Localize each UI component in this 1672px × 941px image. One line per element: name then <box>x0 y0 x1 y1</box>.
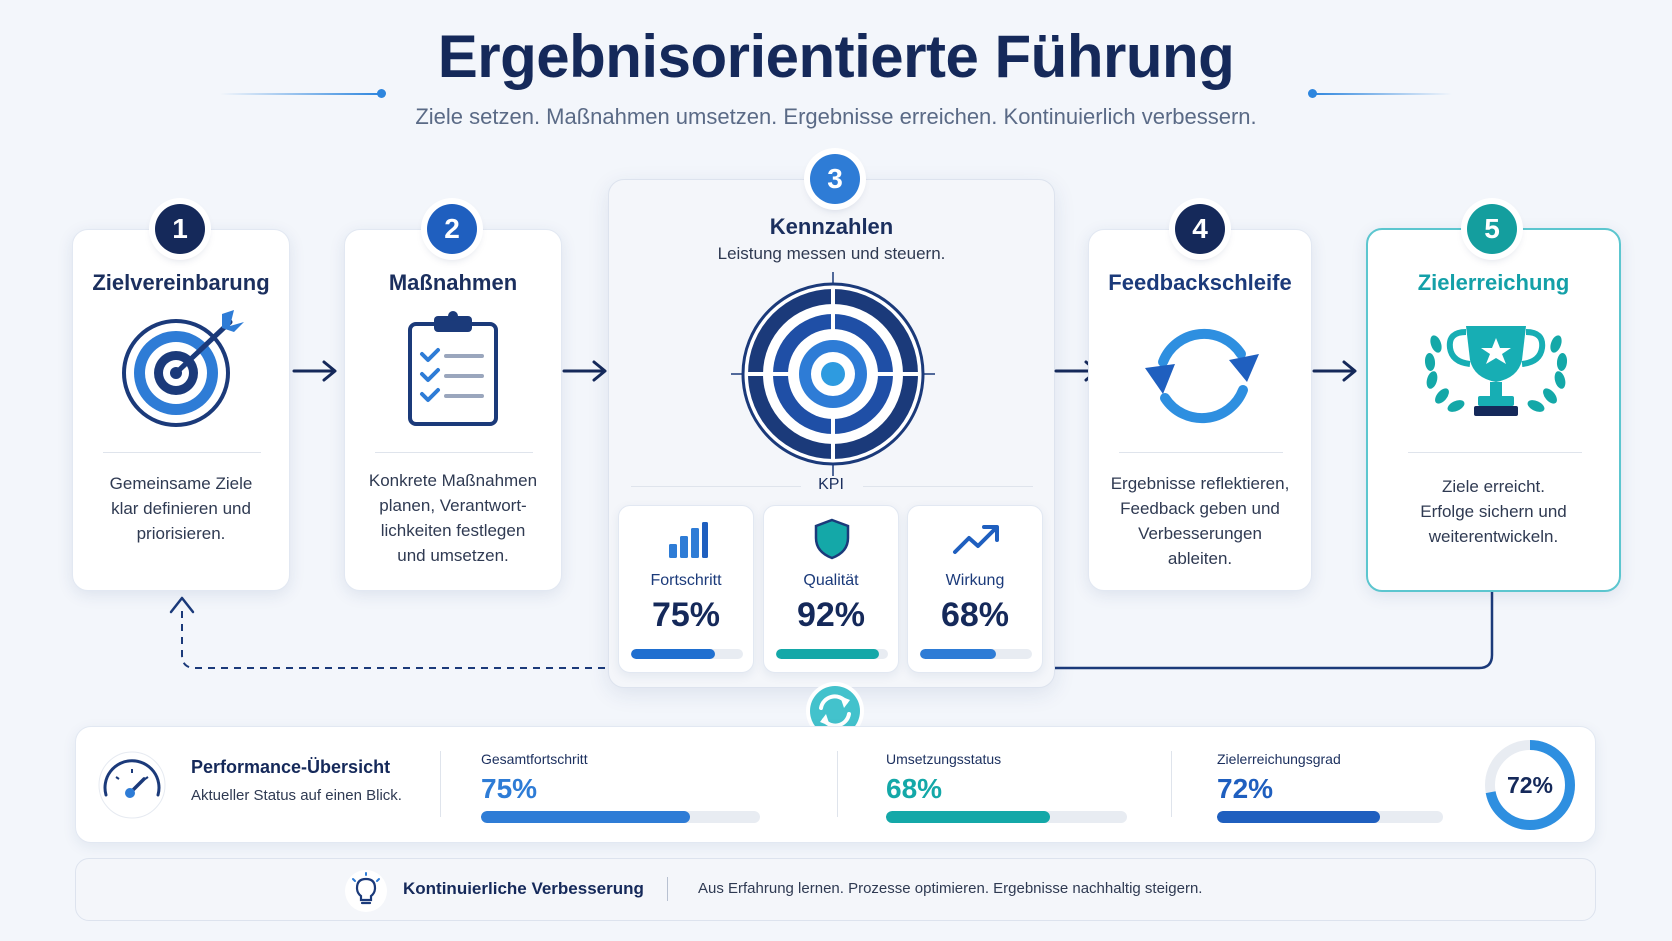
progress-ring: 72% <box>1485 740 1575 830</box>
step-title: Zielerreichung <box>1417 270 1570 295</box>
progress-ring-value: 72% <box>1507 772 1553 798</box>
gauge-icon <box>98 751 166 819</box>
kpi-progress-track <box>920 649 1032 659</box>
performance-panel: Performance-Übersicht Aktueller Status a… <box>75 726 1596 843</box>
card-divider <box>1408 452 1582 453</box>
bar-chart-icon <box>669 522 708 558</box>
kpi-value: 68% <box>940 596 1010 634</box>
kpi-card-fortschritt[interactable]: Fortschritt 75% <box>618 505 754 673</box>
step-description: Ergebnisse reflektieren, Feedback geben u… <box>1110 474 1290 568</box>
metric-progress-track <box>886 811 1127 823</box>
step-card-zielvereinbarung[interactable]: Zielvereinbarung Gemeinsame Ziele klar de… <box>72 229 290 591</box>
metric-value-gesamtfortschritt: 75% <box>481 773 538 804</box>
bullseye-icon <box>731 272 935 476</box>
step-badge-3: 3 <box>810 154 860 204</box>
page-title: Ergebnisorientierte Führung <box>437 23 1235 90</box>
card-divider <box>103 452 261 453</box>
performance-subtitle: Aktueller Status auf einen Blick. <box>191 787 402 804</box>
kpi-label: KPI <box>818 476 844 493</box>
metric-label-umsetzungsstatus: Umsetzungsstatus <box>886 751 1002 767</box>
kpi-progress-fill <box>776 649 880 659</box>
kpi-progress-track <box>776 649 888 659</box>
step-title: Feedbackschleife <box>1108 270 1292 295</box>
metric-progress-fill <box>886 811 1050 823</box>
card-divider <box>1119 452 1283 453</box>
card-divider <box>375 452 533 453</box>
step-subtitle: Leistung messen und steuern. <box>717 244 946 263</box>
metric-label-zielerreichungsgrad: Zielerreichungsgrad <box>1217 751 1341 767</box>
bar-divider <box>667 877 668 901</box>
step-card-zielerreichung[interactable]: Zielerreichung Ziele erreicht. Erfolge si… <box>1366 228 1621 592</box>
kpi-value: 92% <box>796 596 866 634</box>
kpi-name: Wirkung <box>945 572 1005 589</box>
feedback-arrowhead <box>169 596 195 614</box>
kpi-card-wirkung[interactable]: Wirkung 68% <box>907 505 1043 673</box>
lightbulb-icon <box>345 870 387 912</box>
result-return-path <box>1050 592 1494 670</box>
trophy-icon <box>1424 326 1568 416</box>
kpi-card-qualitaet[interactable]: Qualität 92% <box>763 505 899 673</box>
step-description: Gemeinsame Ziele klar definieren und prior… <box>109 474 253 543</box>
step-badge-2: 2 <box>427 204 477 254</box>
step-card-feedbackschleife[interactable]: Feedbackschleife Ergebnisse reflektieren… <box>1088 229 1312 591</box>
kpi-divider-right <box>863 486 1033 487</box>
step-card-massnahmen[interactable]: Maßnahmen Konkrete Maßnahmen planen, Vera… <box>344 229 562 591</box>
panel-divider <box>837 751 838 817</box>
kpi-progress-track <box>631 649 743 659</box>
step-title: Maßnahmen <box>388 270 518 295</box>
kpi-progress-fill <box>631 649 715 659</box>
page-subtitle: Ziele setzen. Maßnahmen umsetzen. Ergebn… <box>415 104 1257 129</box>
kpi-name: Qualität <box>803 572 859 589</box>
metric-progress-track <box>481 811 760 823</box>
step-badge-5: 5 <box>1467 204 1517 254</box>
metric-label-gesamtfortschritt: Gesamtfortschritt <box>481 751 588 767</box>
step-description: Ziele erreicht. Erfolge sichern und weiter… <box>1420 477 1567 546</box>
target-arrow-icon <box>122 310 244 427</box>
metric-progress-fill <box>1217 811 1380 823</box>
improvement-bar: Kontinuierliche Verbesserung Aus Erfahru… <box>75 858 1596 921</box>
kpi-value: 75% <box>651 596 721 634</box>
kpi-divider-left <box>631 486 801 487</box>
kpi-name: Fortschritt <box>650 572 722 589</box>
metric-value-umsetzungsstatus: 68% <box>886 773 943 804</box>
shield-icon <box>814 518 850 560</box>
trend-up-icon <box>953 525 999 554</box>
clipboard-checklist-icon <box>408 311 498 426</box>
kpi-progress-fill <box>920 649 997 659</box>
improvement-title: Kontinuierliche Verbesserung <box>403 879 644 898</box>
metric-progress-fill <box>481 811 691 823</box>
arrow-right-icon <box>1312 360 1357 382</box>
title-line-right <box>1312 93 1452 95</box>
step-description: Konkrete Maßnahmen planen, Verantwort-lic… <box>368 471 538 565</box>
feedback-dashed-path <box>181 606 605 669</box>
metric-progress-track <box>1217 811 1443 823</box>
panel-divider <box>1171 751 1172 817</box>
title-dot-left <box>377 89 386 98</box>
panel-divider <box>440 751 441 817</box>
performance-title: Performance-Übersicht <box>191 757 391 777</box>
improvement-text: Aus Erfahrung lernen. Prozesse optimiere… <box>698 880 1203 897</box>
step-title: Zielvereinbarung <box>92 270 270 295</box>
title-dot-right <box>1308 89 1317 98</box>
step-badge-4: 4 <box>1175 204 1225 254</box>
step-badge-1: 1 <box>155 204 205 254</box>
arrow-right-icon <box>562 360 607 382</box>
step-title: Kennzahlen <box>769 214 894 239</box>
metric-value-zielerreichungsgrad: 72% <box>1217 773 1274 804</box>
title-line-left <box>220 93 380 95</box>
cycle-sync-icon <box>806 682 864 740</box>
arrow-right-icon <box>292 360 337 382</box>
refresh-cycle-icon <box>1145 328 1259 424</box>
